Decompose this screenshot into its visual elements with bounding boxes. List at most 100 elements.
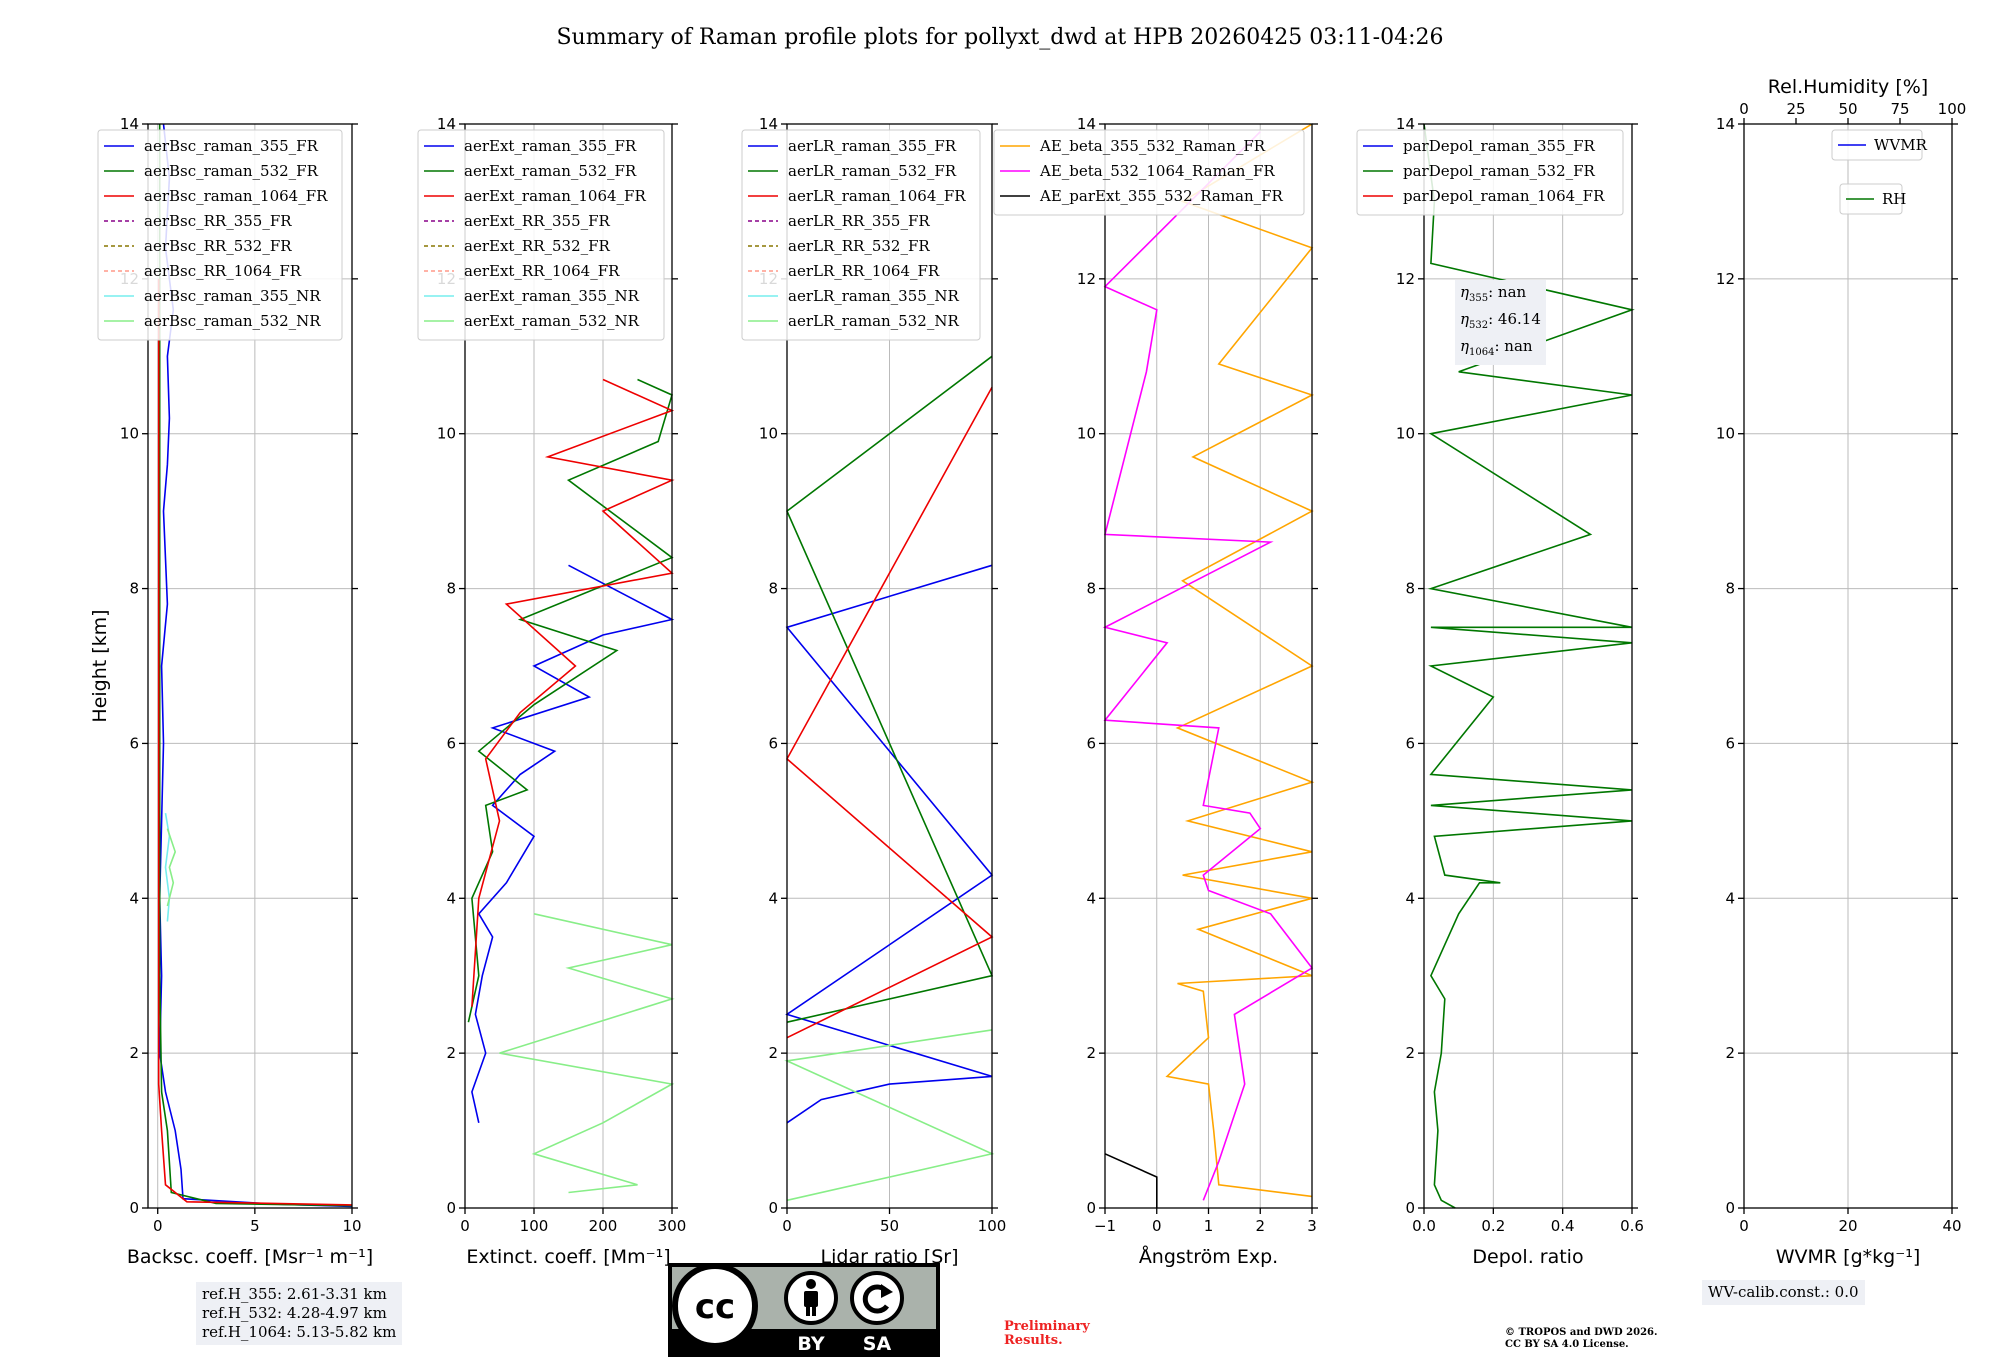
- y-tick-label: 10: [1716, 425, 1735, 443]
- y-tick-label: 10: [1396, 425, 1415, 443]
- series-line-aerBsc_raman_532_NR: [166, 828, 177, 907]
- copyright-note: © TROPOS and DWD 2026. CC BY SA 4.0 Lice…: [1505, 1327, 1657, 1351]
- legend-box: [1356, 129, 1624, 216]
- cc-logo-icon: [672, 1263, 758, 1349]
- y-tick-label: 2: [1086, 1044, 1096, 1062]
- x-tick-label: 40: [1942, 1217, 1961, 1235]
- series-line-aerExt_raman_1064_FR: [471, 378, 675, 1007]
- eta-355-value: nan: [1497, 283, 1527, 301]
- x-tick-label: −1: [1094, 1217, 1116, 1235]
- series-line-aerLR_raman_532_FR: [786, 355, 994, 1023]
- x-tick-label: 100: [520, 1217, 549, 1235]
- legend-entry: aerBsc_RR_1064_FR: [144, 262, 302, 280]
- y-tick-label: 12: [1716, 270, 1735, 288]
- y-tick-label: 10: [759, 425, 778, 443]
- x-tick-label: 0.0: [1412, 1217, 1436, 1235]
- legend-entry: aerExt_raman_1064_FR: [464, 187, 646, 205]
- x-tick-label: 200: [589, 1217, 618, 1235]
- preliminary-line-1: Preliminary: [1004, 1319, 1090, 1334]
- series-line-AE_parExt_355_532_Raman_FR: [1104, 1153, 1158, 1208]
- legend-entry: aerExt_raman_355_NR: [464, 287, 640, 305]
- sa-label: SA: [863, 1333, 892, 1355]
- ref-height-1064: ref.H_1064: 5.13-5.82 km: [202, 1323, 397, 1341]
- series-line-aerLR_raman_1064_FR: [785, 386, 994, 1039]
- y-tick-label: 12: [1077, 270, 1096, 288]
- legend-entry: aerLR_raman_355_FR: [788, 137, 957, 155]
- ref-height-355: ref.H_355: 2.61-3.31 km: [202, 1285, 387, 1303]
- axes-frame: [464, 123, 673, 1209]
- figure-title: Summary of Raman profile plots for polly…: [556, 25, 1443, 50]
- y-tick-label: 8: [446, 580, 456, 598]
- by-label: BY: [797, 1333, 824, 1355]
- series-line-aerBsc_raman_532_FR: [158, 124, 353, 1207]
- cc-logo-text: cc: [695, 1287, 735, 1327]
- y-tick-label: 0: [129, 1199, 139, 1217]
- legend-entry: parDepol_raman_532_FR: [1403, 162, 1596, 180]
- legend-entry: aerBsc_raman_1064_FR: [144, 187, 328, 205]
- series-line-aerExt_raman_532_NR: [499, 913, 675, 1194]
- axes-frame: [147, 123, 353, 1209]
- y-tick-label: 2: [446, 1044, 456, 1062]
- legend-entry: aerBsc_raman_532_FR: [144, 162, 319, 180]
- legend-entry: aerExt_raman_355_FR: [464, 137, 637, 155]
- x-tick-label: 0.6: [1620, 1217, 1644, 1235]
- legend-entry: aerExt_RR_355_FR: [464, 212, 611, 230]
- x-tick-label: 20: [1838, 1217, 1857, 1235]
- legend-entry: AE_beta_532_1064_Raman_FR: [1039, 162, 1275, 180]
- legend-entry: aerLR_raman_532_NR: [788, 312, 959, 330]
- panel-5: 0 2 4 6 8 10 12 14 0.0 0.2 0.4 0.6 Depol. ratio parDe…: [1356, 115, 1644, 1268]
- series-line-AE_beta_532_1064_Raman_FR: [1102, 131, 1314, 1201]
- y-axis-label: Height [km]: [89, 609, 111, 722]
- series-line-aerLR_raman_532_NR: [784, 1029, 995, 1202]
- legend-entry: aerLR_RR_532_FR: [788, 237, 930, 255]
- legend-entry: WVMR: [1874, 136, 1928, 154]
- y-tick-label: 10: [1077, 425, 1096, 443]
- copyright-line-1: © TROPOS and DWD 2026.: [1505, 1327, 1658, 1338]
- eta-355: η355: nan: [1460, 283, 1527, 304]
- legend-entry: aerBsc_raman_355_NR: [144, 287, 321, 305]
- top-tick-label: 0: [1739, 100, 1749, 118]
- top-tick-label: 25: [1786, 100, 1805, 118]
- legend-box: [97, 129, 343, 341]
- y-tick-label: 8: [1725, 580, 1735, 598]
- y-tick-label: 2: [768, 1044, 778, 1062]
- wv-calib-box: WV-calib.const.: 0.0: [1702, 1280, 1865, 1305]
- legend-entry: aerLR_RR_355_FR: [788, 212, 930, 230]
- x-tick-label: 3: [1307, 1217, 1317, 1235]
- y-tick-label: 4: [129, 889, 139, 907]
- by-person-head: [806, 1279, 816, 1289]
- x-axis-label: Ångström Exp.: [1139, 1245, 1278, 1268]
- panel-1: 024681012140510Backsc. coeff. [Msr⁻¹ m⁻¹…: [89, 115, 373, 1268]
- x-tick-label: 0: [1152, 1217, 1162, 1235]
- legend-entry: aerLR_raman_1064_FR: [788, 187, 966, 205]
- y-tick-label: 8: [1086, 580, 1096, 598]
- y-tick-label: 6: [1725, 734, 1735, 752]
- y-tick-label: 10: [437, 425, 456, 443]
- series-line-aerExt_raman_355_FR: [471, 564, 675, 1123]
- x-tick-label: 1: [1204, 1217, 1214, 1235]
- legend-entry: AE_parExt_355_532_Raman_FR: [1039, 187, 1284, 205]
- legend-entry: aerLR_RR_1064_FR: [788, 262, 940, 280]
- legend-entry: aerExt_RR_532_FR: [464, 237, 611, 255]
- legend-entry: aerBsc_raman_532_NR: [144, 312, 321, 330]
- y-tick-label: 6: [1086, 734, 1096, 752]
- top-tick-label: 100: [1938, 100, 1967, 118]
- legend-box: [993, 129, 1305, 216]
- y-tick-label: 0: [1405, 1199, 1415, 1217]
- top-tick-label: 50: [1838, 100, 1857, 118]
- eta-532-value: 46.14: [1497, 310, 1541, 328]
- cc-by-sa-badge: cc BY SA: [668, 1263, 940, 1357]
- x-tick-label: 0: [782, 1217, 792, 1235]
- reference-heights-box: ref.H_355: 2.61-3.31 km ref.H_532: 4.28-…: [196, 1282, 403, 1345]
- x-tick-label: 50: [880, 1217, 899, 1235]
- ref-height-532: ref.H_532: 4.28-4.97 km: [202, 1304, 387, 1322]
- legend-entry: aerLR_raman_355_NR: [788, 287, 959, 305]
- copyright-line-2: CC BY SA 4.0 License.: [1505, 1339, 1629, 1350]
- y-tick-label: 8: [129, 580, 139, 598]
- y-tick-label: 0: [446, 1199, 456, 1217]
- depol-eta-annotation: η355: nan η532: 46.14 η1064: nan: [1455, 280, 1546, 365]
- legend-box: [1831, 129, 1923, 161]
- y-tick-label: 4: [446, 889, 456, 907]
